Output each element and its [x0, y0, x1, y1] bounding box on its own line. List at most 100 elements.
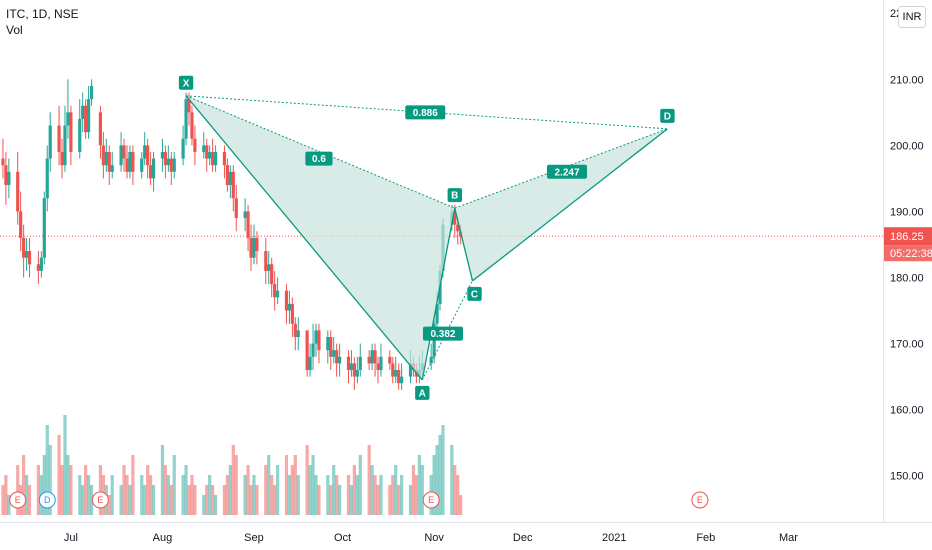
candle-body — [290, 303, 294, 324]
pattern-ratio-label[interactable]: 0.886 — [413, 108, 438, 119]
volume-bar — [110, 475, 114, 515]
symbol-title[interactable]: ITC, 1D, NSE — [6, 7, 79, 21]
volume-bar — [376, 485, 380, 515]
volume-bar — [352, 465, 356, 515]
candle-body — [172, 158, 176, 172]
pattern-ratio-label-box[interactable] — [547, 164, 588, 179]
volume-bar — [373, 475, 377, 515]
volume-indicator-label[interactable]: Vol — [6, 23, 23, 37]
volume-bar — [45, 425, 49, 515]
earnings-event-marker[interactable] — [9, 491, 27, 509]
candle-body — [163, 151, 167, 166]
volume-bar — [305, 445, 309, 515]
volume-bar — [98, 465, 103, 515]
candle-body — [243, 211, 247, 219]
chart-legend: ITC, 1D, NSE Vol — [6, 6, 79, 38]
candle-body — [119, 145, 123, 166]
pattern-ratio-label-box[interactable] — [422, 326, 463, 341]
time-tick-label: Mar — [779, 532, 798, 544]
pattern-ratio-label-box[interactable] — [405, 105, 446, 120]
candle-body — [78, 118, 82, 152]
earnings-future-event-label[interactable]: E — [697, 495, 703, 505]
last-price-value: 186.25 — [890, 231, 924, 243]
volume-bar — [86, 475, 91, 515]
candle-body — [190, 112, 194, 139]
volume-bar — [329, 485, 333, 515]
candle-body — [151, 158, 156, 179]
candle-body — [453, 211, 457, 225]
volume-bar — [63, 415, 67, 515]
time-tick-label: Oct — [334, 532, 351, 544]
earnings-event-label[interactable]: E — [428, 495, 434, 505]
candle-body — [231, 171, 235, 199]
candle-body — [202, 145, 206, 152]
candle-body — [284, 290, 289, 311]
candle-body — [205, 145, 209, 159]
pattern-point-a[interactable]: A — [419, 388, 426, 399]
volume-bar — [284, 455, 289, 515]
earnings-event-label[interactable]: E — [97, 495, 103, 505]
volume-bar — [293, 455, 297, 515]
volume-bar — [397, 485, 401, 515]
candle-body — [86, 99, 91, 133]
pattern-point-a-box[interactable] — [415, 385, 430, 400]
volume-bar — [211, 485, 215, 515]
pattern-point-c-box[interactable] — [467, 286, 482, 301]
volume-bar — [456, 475, 460, 515]
volume-bar — [66, 455, 70, 515]
volume-bar — [290, 465, 294, 515]
pattern-ratio-label[interactable]: 0.382 — [430, 329, 455, 340]
candle-body — [335, 350, 339, 364]
candle-body — [24, 251, 29, 258]
volume-bar — [42, 455, 46, 515]
candle-body — [131, 151, 135, 172]
volume-bar — [332, 465, 336, 515]
currency-button[interactable]: INR — [898, 6, 926, 28]
xabcd-pattern[interactable]: X A B C D 0.886 0.6 2.247 0.382 — [178, 75, 675, 400]
earnings-event-label[interactable]: E — [15, 495, 21, 505]
time-axis[interactable]: Jul Aug Sep Oct Nov Dec 2021 Feb Mar — [64, 532, 798, 544]
volume-bar — [84, 465, 88, 515]
candle-body — [48, 125, 52, 159]
volume-bar — [4, 475, 8, 515]
dividend-event-label[interactable]: D — [44, 495, 51, 505]
earnings-future-event-marker[interactable] — [691, 491, 709, 509]
price-tick-label: 180.00 — [890, 273, 924, 285]
earnings-event-marker[interactable] — [422, 491, 440, 509]
candle-body — [338, 356, 342, 364]
volume-bar — [400, 475, 404, 515]
candle-body — [81, 105, 85, 119]
pattern-point-d[interactable]: D — [664, 111, 671, 122]
pattern-point-d-box[interactable] — [660, 108, 675, 123]
pattern-point-x-box[interactable] — [178, 75, 194, 90]
pattern-point-b-box[interactable] — [447, 188, 462, 203]
pattern-fill-bcd — [454, 128, 668, 281]
pattern-point-c[interactable]: C — [471, 289, 478, 300]
candle-body — [349, 363, 354, 371]
volume-bar — [255, 485, 259, 515]
candle-body — [187, 99, 191, 113]
pattern-point-b[interactable]: B — [451, 191, 458, 202]
last-price-tag — [884, 227, 932, 246]
pattern-ratio-label[interactable]: 0.6 — [312, 154, 326, 165]
volume-bar — [438, 435, 442, 515]
volume-bar — [249, 485, 253, 515]
earnings-event-marker[interactable] — [91, 491, 109, 509]
volume-bar — [231, 445, 235, 515]
time-tick-label: Dec — [513, 532, 533, 544]
pattern-ratio-label-box[interactable] — [305, 151, 333, 166]
candle-body — [355, 370, 359, 377]
volume-bar — [388, 485, 392, 515]
dividend-event-marker[interactable] — [38, 491, 56, 509]
time-tick-label: 2021 — [602, 532, 626, 544]
candle-body — [36, 264, 40, 271]
volume-bar — [311, 455, 315, 515]
volume-bar — [202, 495, 206, 515]
volume-bar — [24, 475, 29, 515]
time-tick-label: Feb — [696, 532, 715, 544]
pattern-point-x[interactable]: X — [183, 78, 190, 89]
pattern-ratio-label[interactable]: 2.247 — [554, 167, 579, 178]
